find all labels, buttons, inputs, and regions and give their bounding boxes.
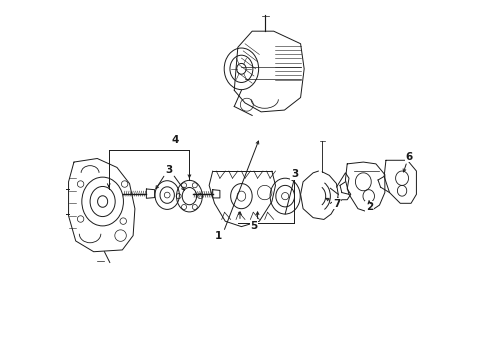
Text: 5: 5	[250, 221, 258, 231]
Text: 7: 7	[333, 199, 340, 209]
Text: 2: 2	[366, 202, 373, 212]
Text: 1: 1	[215, 231, 222, 240]
Text: 3: 3	[291, 169, 298, 179]
Text: 3: 3	[165, 165, 172, 175]
Text: 6: 6	[406, 152, 413, 162]
Text: 4: 4	[172, 135, 179, 145]
